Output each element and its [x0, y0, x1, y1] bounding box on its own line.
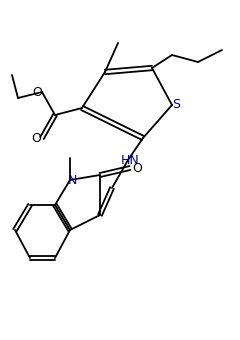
Text: S: S [172, 98, 180, 111]
Text: O: O [132, 162, 142, 174]
Text: N: N [67, 173, 77, 187]
Text: HN: HN [121, 154, 139, 168]
Text: O: O [31, 132, 41, 144]
Text: O: O [32, 85, 42, 99]
